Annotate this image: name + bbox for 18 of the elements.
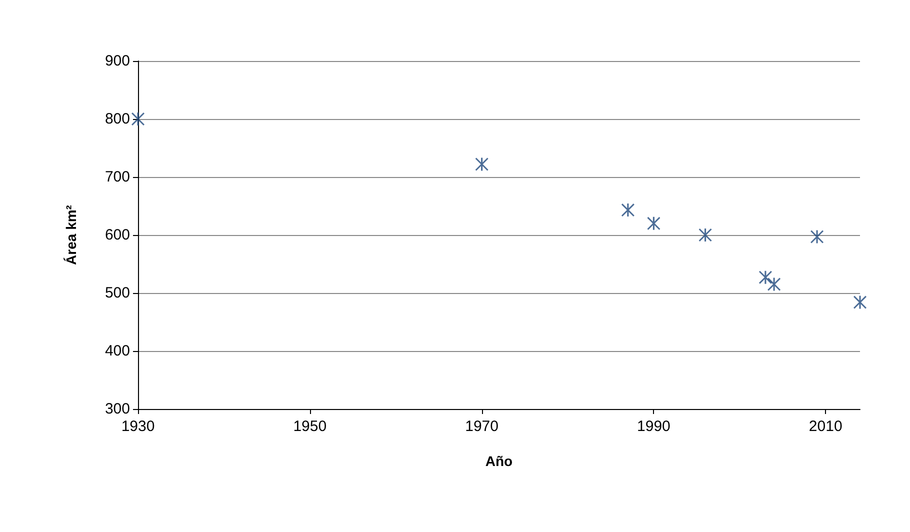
- x-tick-label: 1970: [465, 418, 498, 435]
- y-axis-title: Área km²: [63, 204, 79, 265]
- y-tick-label: 500: [104, 284, 130, 302]
- point: [854, 296, 866, 309]
- y-tick-label: 800: [104, 110, 130, 128]
- point: [810, 230, 824, 244]
- y-tick-label: 600: [104, 226, 130, 244]
- y-tick-label: 900: [104, 52, 130, 70]
- y-tick-label: 700: [104, 168, 130, 186]
- x-tick-label: 2010: [808, 418, 842, 435]
- y-tick-label: 400: [104, 342, 130, 360]
- point: [132, 112, 144, 126]
- x-tick-label: 1990: [637, 418, 670, 435]
- x-axis-title: Año: [485, 453, 513, 469]
- x-tick-label: 1930: [121, 418, 155, 435]
- y-tick-label: 300: [104, 400, 130, 418]
- x-tick-label: 1950: [293, 418, 327, 435]
- point: [621, 204, 634, 217]
